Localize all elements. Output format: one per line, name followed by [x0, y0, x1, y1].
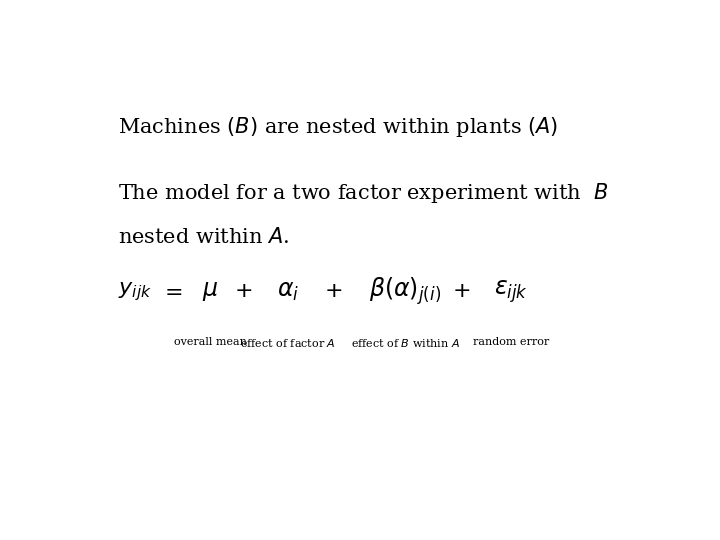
Text: $\varepsilon_{ijk}$: $\varepsilon_{ijk}$ [494, 278, 528, 305]
Text: effect of factor $A$: effect of factor $A$ [240, 337, 336, 349]
Text: random error: random error [473, 337, 549, 347]
Text: $y_{ijk}$: $y_{ijk}$ [118, 280, 152, 303]
Text: overall mean: overall mean [174, 337, 246, 347]
Text: Machines $(B)$ are nested within plants $(A)$: Machines $(B)$ are nested within plants … [118, 114, 558, 139]
Text: The model for a two factor experiment with  $B$: The model for a two factor experiment wi… [118, 181, 608, 205]
Text: $=$: $=$ [160, 280, 182, 302]
Text: $\mu$: $\mu$ [202, 280, 218, 303]
Text: $+$: $+$ [234, 280, 253, 302]
Text: $+$: $+$ [452, 280, 470, 302]
Text: nested within $A$.: nested within $A$. [118, 227, 289, 247]
Text: $+$: $+$ [323, 280, 342, 302]
Text: effect of $B$ within $A$: effect of $B$ within $A$ [351, 337, 460, 349]
Text: $\beta(\alpha)_{j(i)}$: $\beta(\alpha)_{j(i)}$ [369, 275, 441, 307]
Text: $\alpha_i$: $\alpha_i$ [277, 280, 299, 303]
